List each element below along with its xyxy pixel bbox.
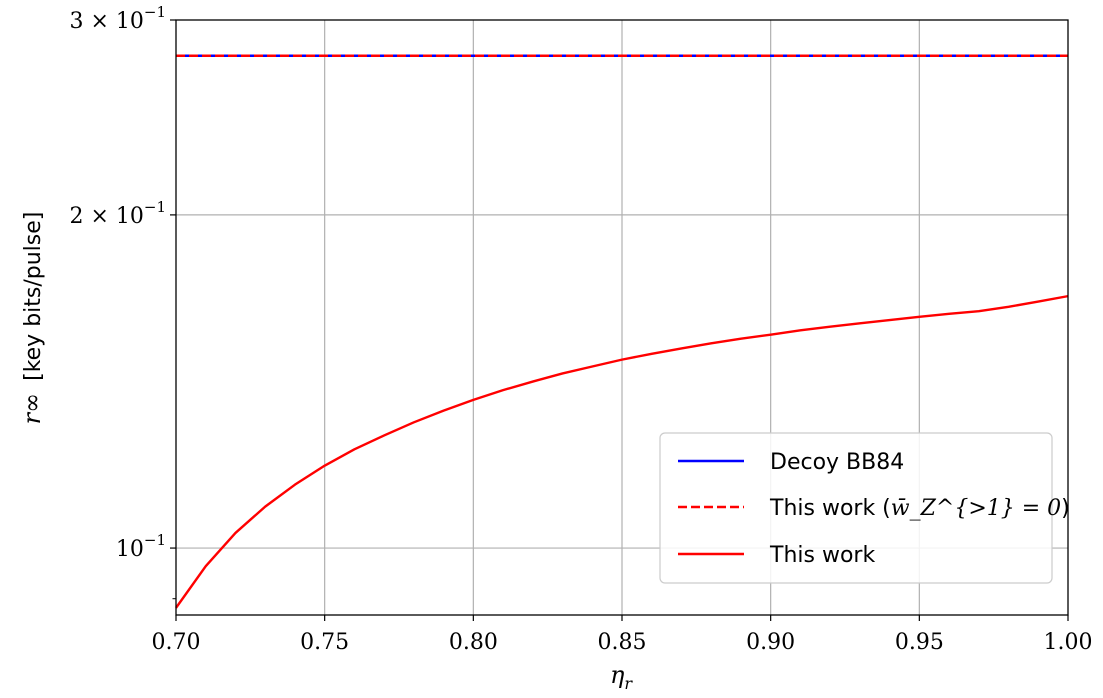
- y-axis-label: r∞ [key bits/pulse]: [18, 212, 46, 425]
- ticks-layer: 0.70 0.75 0.80 0.85 0.90 0.95 1.00 10−1 2 × 10−1…: [69, 3, 1092, 655]
- x-tick-label: 0.95: [895, 630, 944, 655]
- series-line-this-work: [175, 294, 1069, 609]
- x-tick-label: 0.75: [300, 630, 349, 655]
- x-axis-label-subscript: r: [624, 674, 633, 693]
- series-layer: [175, 54, 1069, 609]
- legend-label-this-work-zero: This work (w̄_Z^{>1} = 0): [769, 496, 1070, 521]
- legend: Decoy BB84 This work (w̄_Z^{>1} = 0) Thi…: [659, 432, 1070, 584]
- x-tick-label: 0.80: [449, 630, 498, 655]
- y-tick-label: 3 × 10−1: [69, 3, 166, 34]
- x-tick-label: 0.70: [152, 630, 201, 655]
- y-axis-label-text: [key bits/pulse]: [21, 212, 46, 381]
- y-tick-label: 2 × 10−1: [69, 198, 166, 229]
- y-axis-label-math: r∞: [18, 393, 46, 424]
- legend-label-decoy-bb84: Decoy BB84: [770, 450, 904, 475]
- legend-label-this-work: This work: [769, 543, 875, 568]
- svg-text:r∞ [key bits/pulse]: r∞ [key bits/pulse]: [18, 212, 46, 425]
- y-tick-label: 10−1: [116, 531, 166, 562]
- x-axis-label: ηr: [610, 661, 633, 693]
- legend-box: [659, 432, 1053, 584]
- x-tick-label: 0.90: [746, 630, 795, 655]
- x-tick-label: 0.85: [598, 630, 647, 655]
- x-tick-label: 1.00: [1044, 630, 1093, 655]
